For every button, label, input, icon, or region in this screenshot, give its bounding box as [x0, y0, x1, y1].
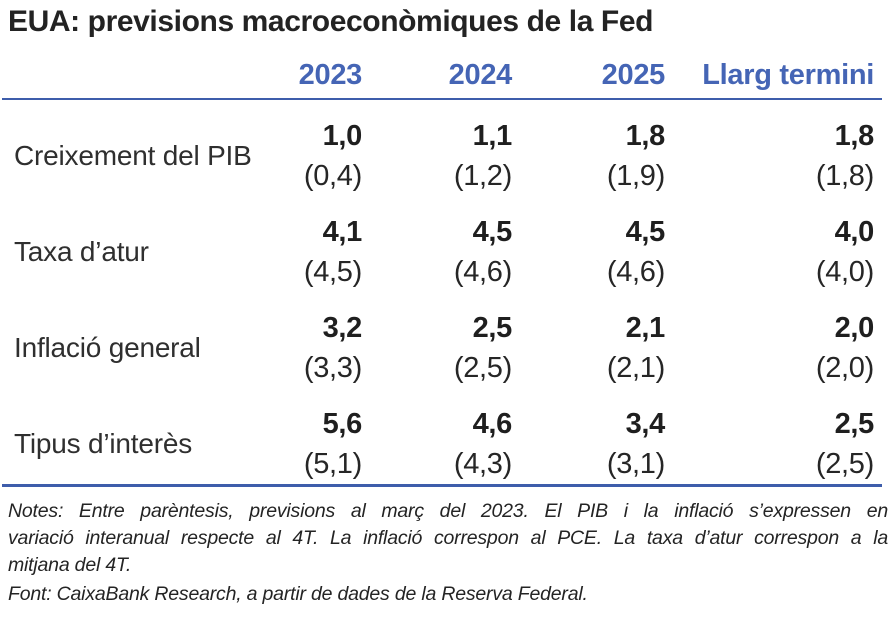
column-header-long-term: Llarg termini [702, 59, 874, 91]
notes-line: Notes: Entre parèntesis, previsions al m… [8, 500, 888, 522]
value-cell: 3,2 [322, 312, 363, 344]
value-cell: 5,6 [322, 408, 363, 440]
column-header-2025: 2025 [601, 59, 666, 91]
value-cell: 1,1 [472, 120, 513, 152]
bottom-rule [2, 484, 882, 487]
prev-value-cell: (4,5) [303, 256, 362, 288]
value-cell: 1,8 [834, 120, 875, 152]
prev-value-cell: (2,0) [815, 352, 874, 384]
value-cell: 3,4 [625, 408, 666, 440]
header-rule [2, 98, 882, 100]
notes-line: mitjana del 4T. [8, 554, 132, 576]
prev-value-cell: (4,6) [606, 256, 665, 288]
value-cell: 1,8 [625, 120, 666, 152]
row-label: Tipus d’interès [14, 428, 193, 459]
figure-notes: Notes: Entre parèntesis, previsions al m… [8, 498, 888, 579]
prev-value-cell: (1,8) [815, 160, 874, 192]
prev-value-cell: (2,1) [606, 352, 665, 384]
table-row-headline-inflation: Inflació general 3,2 2,5 2,1 2,0 (3,3) (… [2, 292, 884, 388]
table-row-unemployment: Taxa d’atur 4,1 4,5 4,5 4,0 (4,5) (4,6) … [2, 196, 884, 292]
row-label: Inflació general [14, 332, 201, 363]
prev-value-cell: (3,1) [606, 448, 665, 480]
figure-title: EUA: previsions macroeconòmiques de la F… [8, 5, 654, 38]
value-cell: 4,6 [472, 408, 513, 440]
row-label: Taxa d’atur [14, 236, 149, 267]
value-cell: 2,0 [834, 312, 875, 344]
value-cell: 2,1 [625, 312, 666, 344]
value-cell: 4,5 [625, 216, 666, 248]
value-cell: 4,5 [472, 216, 513, 248]
prev-value-cell: (4,0) [815, 256, 874, 288]
table-header-row: 2023 2024 2025 Llarg termini [2, 60, 884, 91]
prev-value-cell: (4,6) [453, 256, 512, 288]
prev-value-cell: (1,2) [453, 160, 512, 192]
table-row-interest-rate: Tipus d’interès 5,6 4,6 3,4 2,5 (5,1) (4… [2, 388, 884, 484]
figure-source: Font: CaixaBank Research, a partir de da… [8, 583, 588, 605]
prev-value-cell: (2,5) [453, 352, 512, 384]
value-cell: 2,5 [834, 408, 875, 440]
value-cell: 2,5 [472, 312, 513, 344]
prev-value-cell: (4,3) [453, 448, 512, 480]
column-header-2024: 2024 [448, 59, 513, 91]
prev-value-cell: (1,9) [606, 160, 665, 192]
prev-value-cell: (3,3) [303, 352, 362, 384]
value-cell: 4,1 [322, 216, 363, 248]
prev-value-cell: (5,1) [303, 448, 362, 480]
prev-value-cell: (2,5) [815, 448, 874, 480]
row-label: Creixement del PIB [14, 140, 252, 171]
value-cell: 1,0 [322, 120, 363, 152]
table-row-gdp-growth: Creixement del PIB 1,0 1,1 1,8 1,8 (0,4)… [2, 100, 884, 196]
prev-value-cell: (0,4) [303, 160, 362, 192]
notes-line: variació interanual respecte al 4T. La i… [8, 527, 888, 549]
value-cell: 4,0 [834, 216, 875, 248]
column-header-2023: 2023 [298, 59, 363, 91]
